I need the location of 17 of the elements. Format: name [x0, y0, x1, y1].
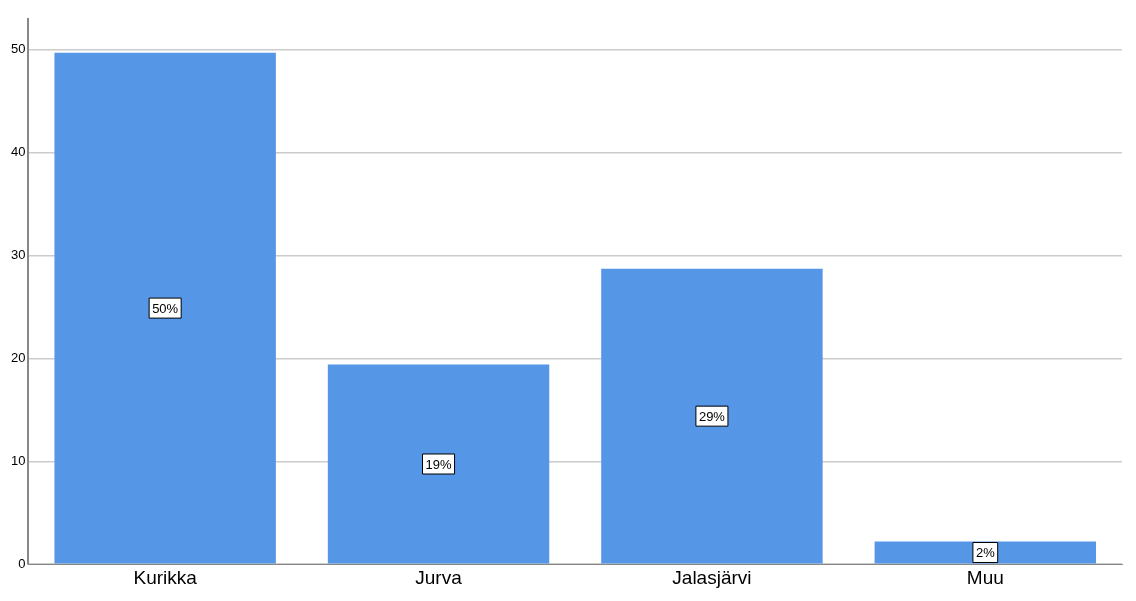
- x-tick-label: Jurva: [415, 566, 463, 588]
- x-tick-label: Jalasjärvi: [672, 566, 752, 588]
- bar: [54, 52, 276, 564]
- data-label: 2%: [975, 545, 996, 561]
- y-tick-label: 10: [10, 452, 26, 468]
- y-tick-label: 20: [10, 349, 26, 365]
- y-tick-label: 50: [10, 41, 26, 57]
- data-label: 50%: [152, 300, 179, 316]
- data-label: 19%: [425, 456, 452, 472]
- bar: [327, 364, 550, 564]
- y-tick-label: 30: [10, 247, 26, 263]
- y-tick-label: 0: [18, 555, 26, 571]
- data-label: 29%: [698, 408, 726, 424]
- x-tick-label: Kurikka: [133, 566, 198, 588]
- bar: [601, 268, 823, 564]
- y-tick-label: 40: [10, 144, 26, 160]
- x-tick-label: Muu: [966, 566, 1004, 588]
